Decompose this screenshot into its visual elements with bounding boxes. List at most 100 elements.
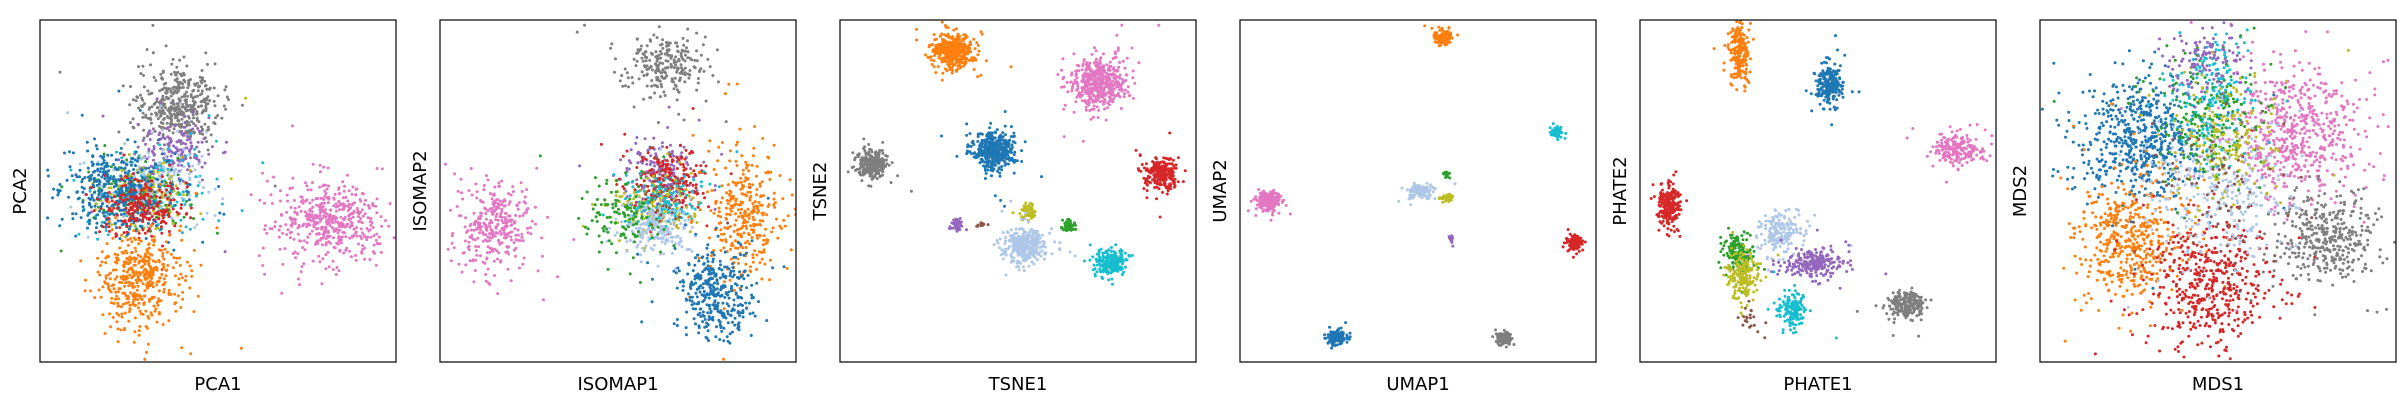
data-point — [164, 81, 168, 85]
data-point — [748, 242, 751, 246]
data-point — [93, 137, 96, 141]
data-point — [174, 105, 178, 109]
data-point — [624, 197, 627, 201]
data-point — [347, 202, 351, 206]
data-point — [693, 66, 697, 70]
data-point — [623, 219, 627, 223]
data-point — [190, 269, 194, 273]
data-point — [757, 300, 760, 304]
data-point — [647, 236, 651, 240]
cluster-gray — [575, 23, 728, 124]
data-point — [148, 106, 152, 110]
data-point — [324, 243, 328, 247]
data-point — [804, 226, 807, 229]
data-point — [101, 285, 105, 289]
data-point — [473, 222, 477, 226]
data-point — [715, 279, 719, 283]
data-point — [742, 277, 746, 281]
data-point — [675, 184, 679, 188]
data-point — [191, 89, 195, 93]
data-point — [649, 223, 653, 227]
data-point — [216, 114, 220, 117]
data-point — [130, 276, 134, 280]
data-point — [673, 214, 677, 218]
data-point — [661, 145, 664, 149]
data-point — [663, 242, 667, 246]
data-point — [710, 283, 714, 287]
data-point — [634, 226, 638, 230]
data-point — [635, 178, 639, 182]
data-point — [474, 258, 478, 262]
cluster-gray — [58, 23, 277, 188]
data-point — [191, 127, 195, 131]
data-point — [194, 194, 198, 198]
data-point — [36, 216, 39, 219]
data-point — [111, 236, 115, 240]
data-point — [149, 63, 152, 67]
data-point — [147, 186, 151, 190]
data-point — [758, 184, 762, 188]
data-point — [718, 338, 722, 341]
data-point — [311, 181, 314, 185]
data-point — [207, 116, 211, 120]
data-point — [498, 229, 502, 233]
data-point — [159, 104, 163, 108]
data-point — [695, 295, 699, 299]
data-point — [183, 114, 187, 118]
data-point — [639, 47, 643, 51]
data-point — [650, 68, 654, 72]
data-point — [123, 220, 127, 224]
data-point — [730, 330, 734, 334]
data-point — [98, 273, 102, 277]
data-point — [520, 235, 524, 239]
data-point — [628, 217, 632, 221]
data-point — [349, 255, 353, 259]
data-point — [605, 182, 608, 186]
data-point — [749, 194, 753, 198]
data-point — [319, 236, 323, 240]
data-point — [719, 215, 723, 219]
data-point — [212, 99, 216, 103]
data-point — [676, 266, 680, 270]
data-point — [488, 232, 492, 236]
data-point — [644, 244, 648, 248]
data-point — [186, 190, 190, 194]
data-point — [272, 175, 276, 179]
data-point — [172, 127, 176, 131]
data-point — [58, 70, 62, 74]
data-point — [737, 261, 740, 265]
data-point — [495, 212, 499, 216]
data-point — [150, 105, 154, 109]
data-point — [288, 187, 292, 190]
data-point — [546, 215, 550, 219]
data-point — [682, 211, 686, 215]
data-point — [151, 177, 155, 180]
data-point — [310, 210, 314, 214]
data-point — [101, 313, 105, 317]
data-point — [195, 145, 199, 149]
data-point — [655, 170, 659, 174]
data-point — [169, 72, 173, 76]
data-point — [466, 229, 470, 233]
data-point — [337, 192, 341, 196]
data-point — [715, 304, 719, 308]
data-point — [664, 205, 668, 208]
data-point — [536, 269, 540, 273]
data-point — [156, 303, 160, 307]
data-point — [625, 71, 629, 75]
data-point — [689, 167, 693, 171]
data-point — [162, 86, 166, 90]
data-point — [189, 93, 193, 97]
data-point — [186, 120, 190, 124]
data-point — [116, 290, 120, 294]
data-point — [185, 138, 189, 142]
data-point — [484, 273, 488, 276]
data-point — [192, 101, 196, 104]
data-point — [707, 304, 711, 308]
data-point — [179, 102, 183, 106]
data-point — [648, 58, 652, 62]
data-point — [131, 98, 135, 102]
data-point — [182, 71, 185, 75]
data-point — [75, 190, 79, 194]
data-point — [339, 238, 343, 242]
